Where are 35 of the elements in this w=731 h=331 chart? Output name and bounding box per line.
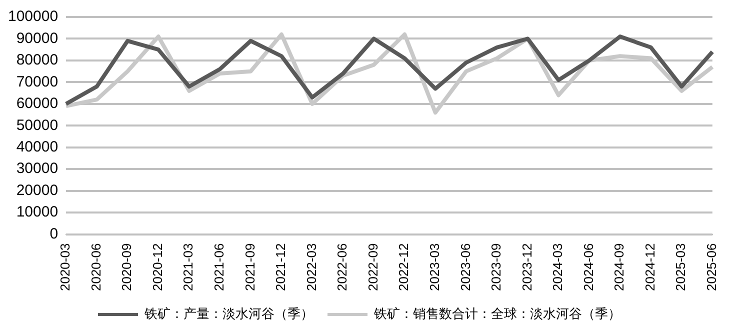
- x-tick-label: 2020-03: [58, 243, 73, 292]
- x-tick-label: 2020-12: [150, 243, 165, 292]
- x-tick-label: 2022-09: [365, 243, 380, 292]
- y-tick-label: 60000: [16, 95, 58, 112]
- x-tick-label: 2020-06: [88, 243, 104, 292]
- y-tick-label: 70000: [16, 73, 58, 90]
- legend-label: 铁矿：销售数合计：全球：淡水河谷（季）: [373, 306, 621, 322]
- x-tick-label: 2024-03: [550, 243, 566, 292]
- y-tick-label: 100000: [8, 8, 58, 26]
- x-tick-label: 2022-06: [334, 243, 350, 292]
- x-tick-label: 2022-03: [304, 243, 319, 292]
- y-tick-label: 90000: [16, 30, 58, 47]
- x-tick-label: 2020-09: [119, 243, 134, 292]
- y-tick-label: 30000: [16, 160, 58, 178]
- x-tick-label: 2021-06: [212, 243, 227, 292]
- x-tick-label: 2023-06: [458, 243, 473, 292]
- x-tick-label: 2022-12: [396, 243, 412, 292]
- y-tick-label: 0: [50, 225, 58, 242]
- y-tick-label: 50000: [16, 116, 58, 134]
- x-tick-label: 2024-12: [642, 243, 658, 292]
- legend-label: 铁矿：产量：淡水河谷（季）: [144, 306, 314, 322]
- x-tick-label: 2024-06: [580, 243, 596, 292]
- x-tick-label: 2025-03: [673, 243, 688, 292]
- y-tick-label: 40000: [16, 138, 58, 156]
- y-tick-label: 10000: [16, 204, 58, 221]
- x-tick-label: 2024-09: [612, 243, 627, 292]
- x-tick-label: 2021-09: [242, 243, 258, 292]
- x-tick-label: 2023-12: [519, 243, 534, 292]
- y-tick-label: 20000: [16, 182, 58, 199]
- x-tick-label: 2023-03: [426, 243, 442, 292]
- x-tick-label: 2025-06: [704, 243, 719, 292]
- x-tick-label: 2021-03: [180, 243, 196, 292]
- y-tick-label: 80000: [16, 52, 58, 69]
- x-tick-label: 2021-12: [273, 243, 288, 292]
- x-tick-label: 2023-09: [488, 243, 504, 292]
